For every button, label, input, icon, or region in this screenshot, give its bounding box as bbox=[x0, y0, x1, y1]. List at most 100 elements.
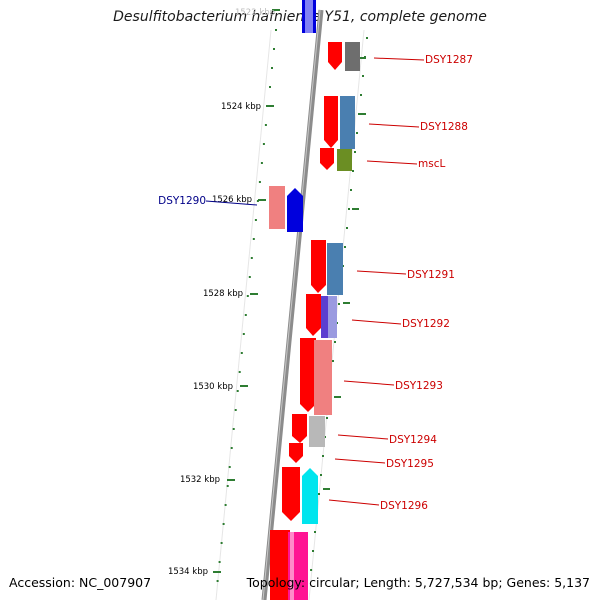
scale-dot bbox=[228, 466, 231, 468]
scale-dot bbox=[271, 67, 273, 69]
scale-dot bbox=[312, 550, 314, 552]
scale-dot bbox=[232, 428, 235, 430]
scale-dot bbox=[256, 200, 259, 202]
scale-dot bbox=[224, 504, 227, 506]
scale-dot bbox=[236, 390, 239, 392]
gene-block-bottom-white bbox=[290, 532, 294, 600]
label-line-dsy1293 bbox=[343, 380, 395, 386]
scale-dot bbox=[218, 561, 221, 563]
scale-dot bbox=[216, 580, 219, 582]
label-line-dsy1287 bbox=[373, 57, 425, 61]
kbp-label: 1526 kbp bbox=[212, 195, 252, 205]
gene-arrow-dsy1295[interactable] bbox=[289, 443, 303, 463]
label-line-dsy1294 bbox=[337, 434, 389, 440]
scale-dot bbox=[338, 303, 340, 305]
gene-block-dsy1288[interactable] bbox=[340, 96, 355, 149]
gene-arrow-dsy1288[interactable] bbox=[324, 96, 338, 148]
topology-label: Topology: circular; Length: 5,727,534 bp… bbox=[246, 575, 590, 590]
gene-arrow-dsy1287[interactable] bbox=[328, 42, 342, 70]
accession-label: Accession: NC_007907 bbox=[9, 575, 152, 590]
gene-block-mscl[interactable] bbox=[337, 149, 352, 171]
gene-block-bottom-red[interactable] bbox=[270, 530, 290, 600]
scale-dot bbox=[254, 219, 257, 221]
scale-dot bbox=[258, 181, 261, 183]
scale-dot bbox=[248, 276, 251, 278]
scale-dot bbox=[344, 246, 346, 248]
scale-dot bbox=[354, 151, 356, 153]
scale-dot bbox=[326, 417, 328, 419]
gene-label-dsy1295[interactable]: DSY1295 bbox=[386, 458, 434, 470]
scale-dot bbox=[362, 75, 364, 77]
gene-label-mscl[interactable]: mscL bbox=[418, 158, 445, 170]
scale-dot bbox=[322, 455, 324, 457]
gene-arrow-dsy1296[interactable] bbox=[282, 467, 300, 521]
scale-dot bbox=[222, 523, 225, 525]
gene-arrow-dsy1292[interactable] bbox=[306, 294, 321, 336]
scale-dot bbox=[346, 227, 348, 229]
gene-label-dsy1290[interactable]: DSY1290 bbox=[158, 195, 206, 207]
scale-dot bbox=[240, 352, 243, 354]
scale-dot bbox=[230, 447, 233, 449]
gene-label-dsy1293[interactable]: DSY1293 bbox=[395, 380, 443, 392]
genome-backbone-highlight bbox=[262, 9, 321, 600]
gene-block-top-pale bbox=[305, 0, 313, 33]
gene-arrow-dsy1293[interactable] bbox=[300, 338, 316, 412]
gene-block-dsy1287[interactable] bbox=[345, 42, 360, 71]
scale-dot bbox=[269, 86, 271, 88]
scale-dot bbox=[358, 113, 360, 115]
scale-dot bbox=[242, 333, 245, 335]
scale-dot bbox=[244, 314, 247, 316]
scale-dot bbox=[264, 124, 267, 126]
kbp-label: 1524 kbp bbox=[221, 102, 261, 112]
scale-dot bbox=[262, 143, 265, 145]
scale-dot bbox=[234, 409, 237, 411]
scale-dot bbox=[310, 569, 313, 571]
label-line-dsy1288 bbox=[368, 123, 420, 128]
label-line-dsy1291 bbox=[356, 270, 407, 275]
scale-dot bbox=[356, 132, 358, 134]
gene-block-dsy1293[interactable] bbox=[314, 340, 332, 415]
gene-label-dsy1287[interactable]: DSY1287 bbox=[425, 54, 473, 66]
kbp-label: 1530 kbp bbox=[193, 382, 233, 392]
gene-block-dsy1294[interactable] bbox=[309, 416, 325, 447]
gene-arrow-dsy1291[interactable] bbox=[311, 240, 326, 293]
gene-label-dsy1288[interactable]: DSY1288 bbox=[420, 121, 468, 133]
guide-line-left bbox=[215, 29, 272, 600]
gene-arrow-mscl[interactable] bbox=[320, 148, 334, 170]
scale-dot bbox=[352, 170, 354, 172]
scale-dot bbox=[314, 531, 316, 533]
gene-label-dsy1292[interactable]: DSY1292 bbox=[402, 318, 450, 330]
scale-dot bbox=[273, 48, 275, 50]
scale-dot bbox=[366, 37, 368, 39]
kbp-label: 1528 kbp bbox=[203, 289, 243, 299]
gene-block-dsy1290[interactable] bbox=[269, 186, 285, 229]
kbp-label: 1532 kbp bbox=[180, 475, 220, 485]
label-line-dsy1290 bbox=[205, 200, 258, 206]
gene-label-dsy1291[interactable]: DSY1291 bbox=[407, 269, 455, 281]
gene-arrow-dsy1296-cyan[interactable] bbox=[302, 468, 318, 524]
scale-dot bbox=[260, 162, 263, 164]
scale-dot bbox=[275, 29, 277, 31]
label-line-mscl bbox=[366, 160, 418, 165]
kbp-label: 1522 kbp bbox=[235, 8, 275, 18]
gene-arrow-dsy1294[interactable] bbox=[292, 414, 307, 443]
scale-dot bbox=[332, 360, 334, 362]
label-line-dsy1296 bbox=[328, 499, 380, 506]
scale-dot bbox=[350, 189, 352, 191]
gene-arrow-dsy1290[interactable] bbox=[287, 188, 303, 232]
scale-dot bbox=[334, 341, 336, 343]
scale-dot bbox=[226, 485, 229, 487]
gene-label-dsy1296[interactable]: DSY1296 bbox=[380, 500, 428, 512]
scale-dot bbox=[348, 208, 350, 210]
scale-dot bbox=[360, 94, 362, 96]
scale-dot bbox=[220, 542, 223, 544]
map-title: Desulfitobacterium hafniense Y51, comple… bbox=[113, 9, 487, 25]
gene-block-dsy1291[interactable] bbox=[327, 243, 343, 295]
scale-dot bbox=[246, 295, 249, 297]
scale-dot bbox=[252, 238, 255, 240]
scale-dot bbox=[318, 493, 320, 495]
scale-dot bbox=[238, 371, 241, 373]
scale-dot bbox=[320, 474, 322, 476]
gene-label-dsy1294[interactable]: DSY1294 bbox=[389, 434, 437, 446]
